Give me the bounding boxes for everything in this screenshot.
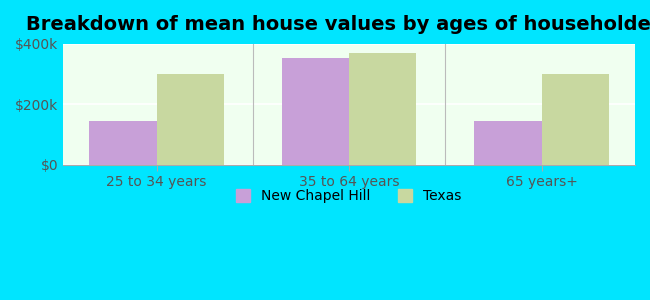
Bar <box>349 53 417 165</box>
Bar <box>474 121 541 165</box>
Bar <box>281 58 349 165</box>
Legend: New Chapel Hill, Texas: New Chapel Hill, Texas <box>231 184 467 209</box>
Bar <box>89 121 157 165</box>
Title: Breakdown of mean house values by ages of householders: Breakdown of mean house values by ages o… <box>26 15 650 34</box>
Bar <box>157 74 224 165</box>
Bar <box>541 74 609 165</box>
